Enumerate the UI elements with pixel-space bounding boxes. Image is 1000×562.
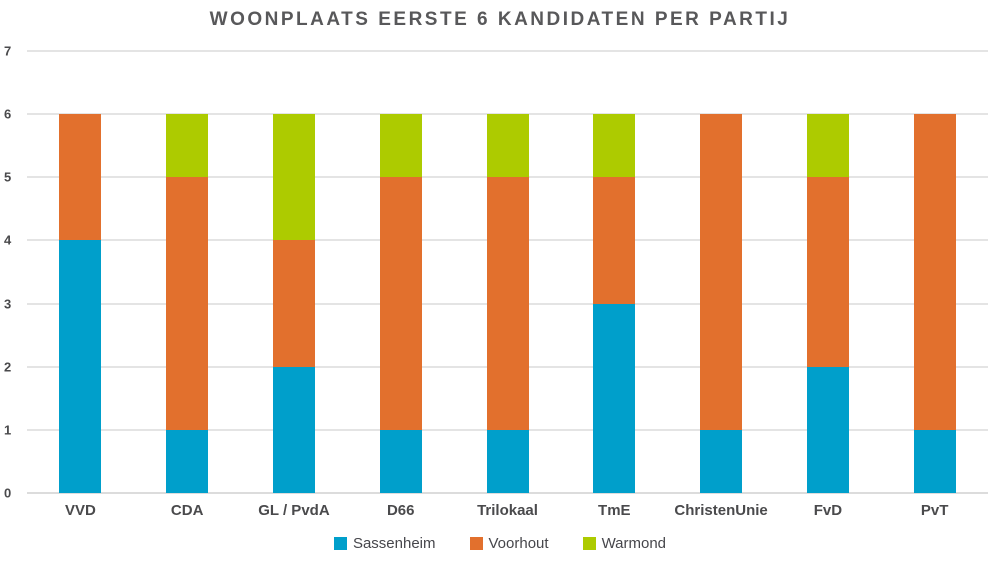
x-label-pvt: PvT: [920, 502, 949, 519]
plot-area: 0 1 2 3 4 5 6 7: [4, 44, 988, 501]
bar-segment-sassenheim: [59, 240, 102, 493]
y-tick-label-7: 7: [4, 43, 12, 59]
legend-item-voorhout: Voorhout: [469, 535, 549, 552]
bar-segment-warmond: [379, 114, 422, 178]
bar-stack: [593, 51, 636, 493]
bar-slot-d66: [347, 51, 454, 493]
bar-segment-voorhout: [593, 177, 636, 304]
bar-segment-warmond: [486, 114, 529, 178]
bar-segment-sassenheim: [379, 429, 422, 493]
legend-item-sassenheim: Sassenheim: [333, 535, 436, 552]
legend-label: Sassenheim: [352, 535, 436, 552]
y-tick-label-1: 1: [4, 422, 12, 438]
bar-slot-trilokaal: [454, 51, 561, 493]
bar-segment-voorhout: [379, 177, 422, 430]
legend-swatch-icon: [333, 537, 347, 550]
bar-segment-sassenheim: [913, 429, 956, 493]
bar-stack: [700, 51, 743, 493]
bar-segment-voorhout: [272, 240, 315, 367]
bar-slot-vvd: [27, 51, 134, 493]
gridline-y-6: [27, 113, 988, 116]
legend-swatch-icon: [582, 537, 596, 550]
bar-segment-warmond: [593, 114, 636, 178]
bar-segment-sassenheim: [166, 429, 209, 493]
bar-stack: [913, 51, 956, 493]
bar-segment-voorhout: [913, 114, 956, 430]
bars-layer: [27, 51, 988, 493]
x-label-fvd: FvD: [813, 502, 843, 519]
bar-slot-fvd: [774, 51, 881, 493]
x-label-tme: TmE: [598, 502, 631, 519]
y-tick-label-3: 3: [4, 296, 12, 312]
x-label-cda: CDA: [170, 502, 204, 519]
legend-label: Voorhout: [488, 535, 549, 552]
legend-swatch-icon: [469, 537, 483, 550]
bar-stack: [486, 51, 529, 493]
gridline-y-0: [27, 492, 988, 494]
y-tick-label-4: 4: [4, 232, 12, 248]
bar-stack: [59, 51, 102, 493]
x-label-vvd: VVD: [64, 502, 96, 519]
bar-slot-christenunie: [668, 51, 775, 493]
x-label-d66: D66: [386, 502, 415, 519]
bar-stack: [806, 51, 849, 493]
bar-slot-tme: [561, 51, 668, 493]
legend-label: Warmond: [601, 535, 667, 552]
gridline-y-7: [27, 50, 988, 52]
y-tick-label-2: 2: [4, 359, 12, 375]
x-label-gl-pvda: GL / PvdA: [258, 502, 330, 519]
bar-segment-voorhout: [59, 114, 102, 241]
chart-legend: Sassenheim Voorhout Warmond: [0, 535, 1000, 552]
bar-segment-warmond: [806, 114, 849, 178]
bar-segment-sassenheim: [700, 429, 743, 493]
chart-title: WOONPLAATS EERSTE 6 KANDIDATEN PER PARTI…: [209, 9, 791, 30]
bar-segment-sassenheim: [593, 303, 636, 493]
bar-segment-warmond: [166, 114, 209, 178]
x-label-christenunie: ChristenUnie: [674, 502, 768, 519]
bar-stack: [166, 51, 209, 493]
bar-segment-voorhout: [700, 114, 743, 430]
bar-segment-sassenheim: [806, 366, 849, 493]
bar-segment-sassenheim: [486, 429, 529, 493]
bar-slot-gl-pvda: [241, 51, 348, 493]
bar-segment-voorhout: [806, 177, 849, 367]
bar-segment-voorhout: [486, 177, 529, 430]
bar-stack: [379, 51, 422, 493]
y-tick-label-5: 5: [4, 169, 12, 185]
x-axis-category-labels: VVD CDA GL / PvdA D66 Trilokaal TmE ChristenUn…: [27, 502, 988, 519]
bar-segment-sassenheim: [272, 366, 315, 493]
bar-slot-cda: [134, 51, 241, 493]
y-tick-label-0: 0: [4, 485, 12, 501]
bar-segment-warmond: [272, 114, 315, 241]
legend-item-warmond: Warmond: [582, 535, 667, 552]
bar-segment-voorhout: [166, 177, 209, 430]
y-tick-label-6: 6: [4, 106, 12, 122]
bar-stack: [272, 51, 315, 493]
x-label-trilokaal: Trilokaal: [477, 502, 538, 519]
bar-slot-pvt: [881, 51, 988, 493]
